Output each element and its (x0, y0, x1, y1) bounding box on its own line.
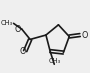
Text: CH₃: CH₃ (48, 58, 60, 64)
Text: CH₃: CH₃ (1, 20, 13, 26)
Text: O: O (15, 25, 21, 34)
Text: O: O (20, 47, 26, 56)
Text: O: O (81, 31, 88, 40)
